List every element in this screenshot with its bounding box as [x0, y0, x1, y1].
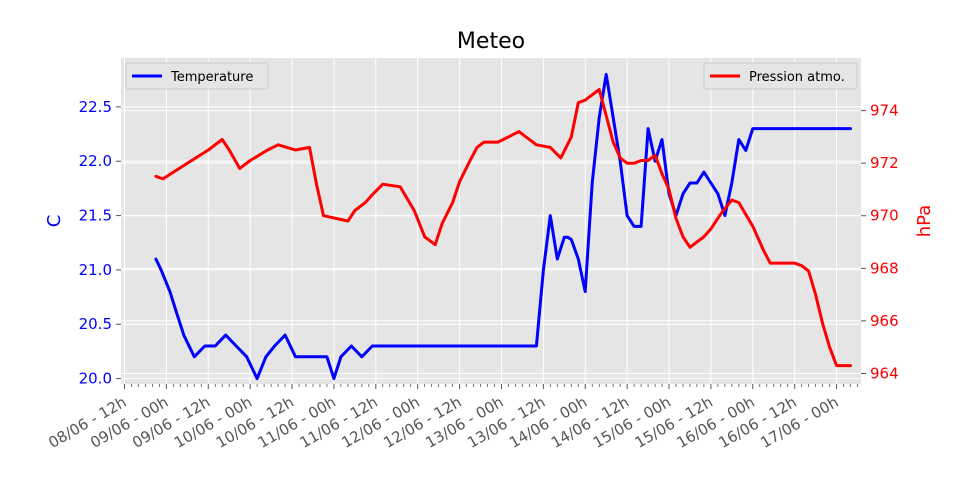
- series-line-temperature: [154, 72, 852, 381]
- y-right-tick-label: 972: [870, 154, 899, 172]
- y-left-tick-label: 22.5: [79, 98, 112, 116]
- legend-box: [125, 62, 269, 90]
- y-right-tick-label: 974: [870, 102, 899, 120]
- y-left-tick-label: 22.0: [79, 152, 112, 170]
- series-line-pressure: [154, 88, 852, 368]
- legend-box: [703, 62, 858, 90]
- legend-label-pressure: Pression atmo.: [749, 70, 845, 85]
- y-left-tick-label: 20.5: [79, 315, 112, 333]
- y-right-tick-label: 964: [870, 364, 899, 382]
- legend-label-temperature: Temperature: [170, 70, 253, 85]
- plot-area: [121, 58, 861, 384]
- legend-pressure: Pression atmo.: [703, 62, 858, 90]
- y-right-tick-label: 966: [870, 312, 899, 330]
- y-right-tick-label: 970: [870, 207, 899, 225]
- legend-temperature: Temperature: [125, 62, 269, 90]
- grid: [121, 58, 861, 384]
- right-axis-label: hPa: [914, 205, 935, 237]
- left-axis-label: C: [44, 215, 65, 228]
- y-right-tick-label: 968: [870, 259, 899, 277]
- y-left-tick-label: 20.0: [79, 370, 112, 388]
- chart-title: Meteo: [457, 29, 525, 54]
- y-left-tick-label: 21.0: [79, 261, 112, 279]
- y-left-tick-label: 21.5: [79, 207, 112, 225]
- series-layer: [154, 72, 852, 381]
